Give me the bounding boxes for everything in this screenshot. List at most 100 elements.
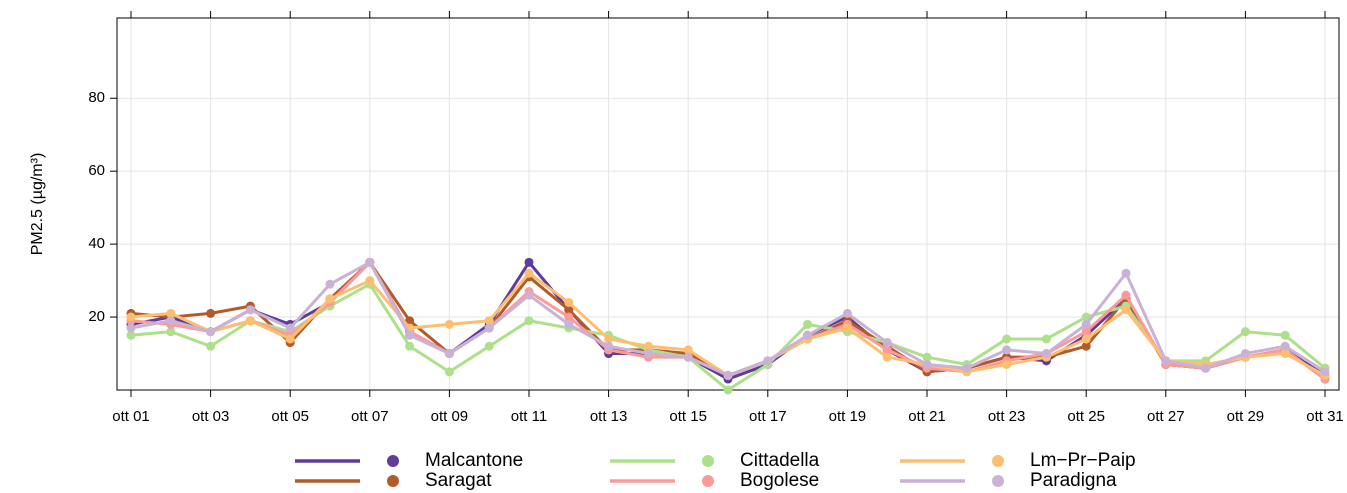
data-point (405, 330, 415, 340)
x-tick-label: ott 17 (749, 408, 787, 425)
data-point (803, 330, 813, 340)
data-point (564, 312, 574, 322)
data-point (1201, 363, 1211, 373)
legend-label: Lm−Pr−Paip (1030, 450, 1136, 471)
data-point (405, 316, 415, 326)
x-tick-label: ott 03 (192, 408, 230, 425)
data-point (1240, 327, 1250, 337)
legend-marker (992, 455, 1004, 467)
data-point (325, 279, 335, 289)
data-point (524, 316, 534, 326)
data-point (166, 327, 176, 337)
data-point (1081, 334, 1091, 344)
data-point (1121, 268, 1131, 278)
data-point (564, 297, 574, 307)
legend-label: Bogolese (740, 470, 819, 491)
data-point (1320, 367, 1330, 377)
x-tick-label: ott 09 (431, 408, 469, 425)
x-tick-label: ott 21 (908, 408, 946, 425)
data-point (126, 330, 136, 340)
data-point (1240, 349, 1250, 359)
data-point (683, 352, 693, 362)
x-tick-label: ott 15 (669, 408, 707, 425)
legend-marker (702, 455, 714, 467)
x-tick-label: ott 27 (1147, 408, 1185, 425)
data-point (1081, 319, 1091, 329)
y-tick-label: 40 (88, 235, 105, 252)
data-point (1081, 341, 1091, 351)
data-point (484, 323, 494, 333)
data-point (166, 308, 176, 318)
data-point (126, 323, 136, 333)
legend-label: Saragat (425, 470, 492, 491)
data-point (882, 345, 892, 355)
data-point (245, 305, 255, 315)
data-point (444, 349, 454, 359)
y-tick-label: 20 (88, 308, 105, 325)
y-tick-label: 80 (88, 89, 105, 106)
data-point (365, 276, 375, 286)
legend-label: Malcantone (425, 450, 523, 471)
data-point (524, 257, 534, 267)
data-point (882, 338, 892, 348)
data-point (166, 316, 176, 326)
y-tick-label: 60 (88, 162, 105, 179)
data-point (245, 316, 255, 326)
x-tick-label: ott 13 (590, 408, 628, 425)
data-point (1280, 330, 1290, 340)
x-tick-label: ott 23 (988, 408, 1026, 425)
data-point (484, 316, 494, 326)
data-point (325, 294, 335, 304)
data-point (723, 370, 733, 380)
data-point (683, 345, 693, 355)
legend-marker (992, 475, 1004, 487)
data-point (365, 257, 375, 267)
x-tick-label: ott 25 (1067, 408, 1105, 425)
y-axis-label: PM2.5 (µg/m³) (29, 153, 46, 256)
data-point (922, 352, 932, 362)
series-line (130, 271, 1326, 377)
x-tick-label: ott 01 (112, 408, 150, 425)
data-point (1002, 345, 1012, 355)
data-point (604, 341, 614, 351)
data-point (206, 327, 216, 337)
data-point (643, 349, 653, 359)
data-point (1041, 334, 1051, 344)
data-point (962, 363, 972, 373)
x-tick-label: ott 05 (271, 408, 309, 425)
data-point (882, 352, 892, 362)
data-point (564, 319, 574, 329)
plot-frame (116, 17, 1340, 391)
data-point (285, 334, 295, 344)
data-point (723, 385, 733, 395)
data-point (922, 359, 932, 369)
data-point (842, 308, 852, 318)
data-point (803, 319, 813, 329)
data-point (1280, 341, 1290, 351)
x-tick-label: ott 29 (1227, 408, 1265, 425)
data-point (1121, 305, 1131, 315)
data-point (126, 312, 136, 322)
data-point (1121, 290, 1131, 300)
legend-marker (387, 475, 399, 487)
data-point (564, 305, 574, 315)
x-tick-label: ott 11 (511, 408, 547, 425)
legend-label: Cittadella (740, 450, 820, 471)
legend-marker (702, 475, 714, 487)
data-point (1002, 334, 1012, 344)
data-point (444, 367, 454, 377)
data-point (1161, 356, 1171, 366)
data-point (1002, 359, 1012, 369)
data-point (524, 290, 534, 300)
data-point (484, 341, 494, 351)
data-point (643, 341, 653, 351)
data-point (1081, 327, 1091, 337)
data-point (524, 268, 534, 278)
data-point (206, 341, 216, 351)
legend-label: Paradigna (1030, 470, 1117, 491)
data-point (763, 356, 773, 366)
data-point (842, 323, 852, 333)
data-point (604, 334, 614, 344)
data-point (1280, 349, 1290, 359)
